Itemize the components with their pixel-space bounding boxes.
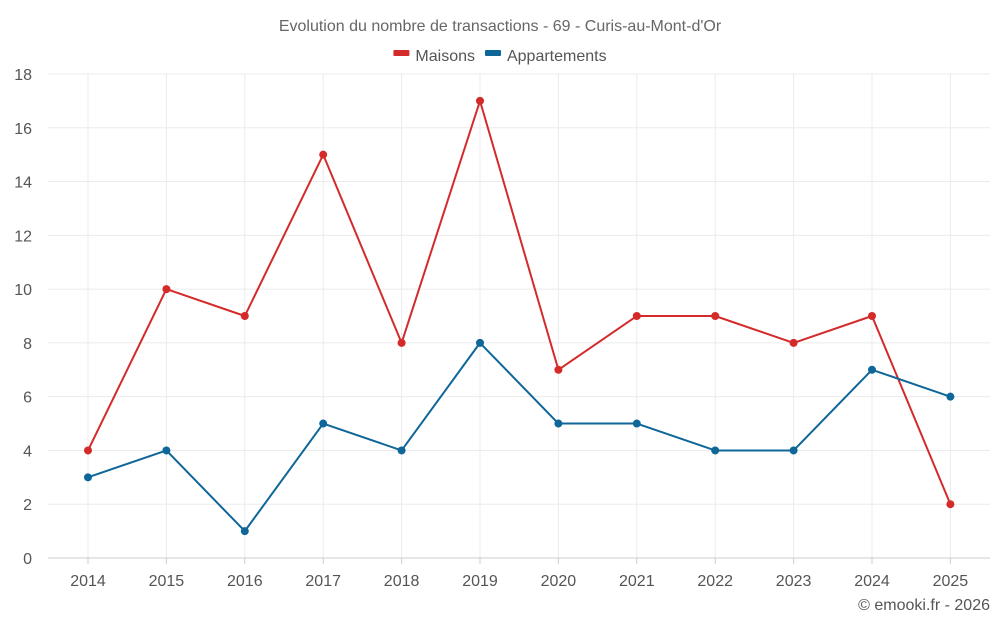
y-tick-label: 0 bbox=[23, 551, 32, 568]
series-maisons bbox=[84, 96, 955, 509]
y-tick-label: 12 bbox=[14, 228, 32, 245]
x-tick-label: 2025 bbox=[933, 573, 969, 590]
series-appartements bbox=[84, 338, 955, 536]
data-point[interactable] bbox=[162, 446, 171, 455]
data-point[interactable] bbox=[711, 312, 720, 320]
legend-item-appartements[interactable]: Appartements bbox=[484, 48, 607, 65]
data-point[interactable] bbox=[946, 500, 955, 509]
legend-label: Appartements bbox=[507, 48, 607, 65]
data-point[interactable] bbox=[868, 365, 876, 374]
chart-title: Evolution du nombre de transactions - 69… bbox=[279, 18, 722, 35]
data-point[interactable] bbox=[554, 419, 563, 428]
data-point[interactable] bbox=[632, 312, 641, 320]
y-tick-label: 14 bbox=[14, 175, 32, 192]
chart-legend: Maisons Appartements bbox=[393, 48, 607, 65]
series-line bbox=[87, 99, 952, 505]
x-tick-label: 2014 bbox=[70, 573, 106, 590]
data-point[interactable] bbox=[84, 473, 92, 482]
y-tick-label: 10 bbox=[14, 282, 32, 299]
x-tick-label: 2017 bbox=[305, 573, 341, 590]
data-point[interactable] bbox=[397, 446, 406, 455]
data-point[interactable] bbox=[632, 419, 641, 428]
x-tick-label: 2023 bbox=[776, 573, 812, 590]
y-tick-label: 16 bbox=[14, 121, 32, 138]
data-point[interactable] bbox=[476, 338, 484, 347]
data-point[interactable] bbox=[240, 312, 249, 320]
data-point[interactable] bbox=[162, 285, 171, 294]
data-point[interactable] bbox=[319, 419, 328, 428]
x-tick-label: 2015 bbox=[149, 573, 185, 590]
axes: 0 2 4 6 8 10 12 14 16 18 2014 2015 2016 2017 2018 2019 2… bbox=[14, 67, 990, 590]
data-point[interactable] bbox=[711, 446, 720, 455]
y-tick-label: 18 bbox=[14, 67, 32, 84]
x-tick-label: 2021 bbox=[619, 573, 655, 590]
series-line bbox=[87, 341, 951, 533]
legend-swatch bbox=[484, 50, 501, 56]
data-point[interactable] bbox=[476, 96, 484, 105]
x-tick-label: 2016 bbox=[227, 573, 263, 590]
data-point[interactable] bbox=[789, 338, 798, 347]
x-tick-label: 2022 bbox=[697, 573, 733, 590]
y-tick-label: 6 bbox=[23, 390, 32, 407]
data-point[interactable] bbox=[554, 365, 563, 374]
x-tick-label: 2020 bbox=[541, 573, 577, 590]
data-point[interactable] bbox=[84, 446, 92, 455]
legend-label: Maisons bbox=[415, 48, 475, 65]
x-tick-label: 2018 bbox=[384, 573, 420, 590]
y-tick-label: 8 bbox=[23, 336, 32, 353]
data-point[interactable] bbox=[868, 312, 876, 320]
data-point[interactable] bbox=[240, 527, 249, 536]
grid bbox=[48, 73, 990, 558]
data-point[interactable] bbox=[946, 392, 955, 401]
data-point[interactable] bbox=[319, 150, 328, 159]
legend-item-maisons[interactable]: Maisons bbox=[393, 48, 475, 65]
credit-text: © emooki.fr - 2026 bbox=[858, 597, 990, 614]
data-point[interactable] bbox=[789, 446, 798, 455]
x-tick-label: 2024 bbox=[854, 573, 890, 590]
x-tick-label: 2019 bbox=[462, 573, 498, 590]
data-point[interactable] bbox=[397, 338, 406, 347]
series bbox=[84, 96, 955, 536]
y-tick-label: 2 bbox=[23, 497, 32, 514]
y-tick-label: 4 bbox=[23, 443, 32, 460]
legend-swatch bbox=[393, 50, 410, 56]
